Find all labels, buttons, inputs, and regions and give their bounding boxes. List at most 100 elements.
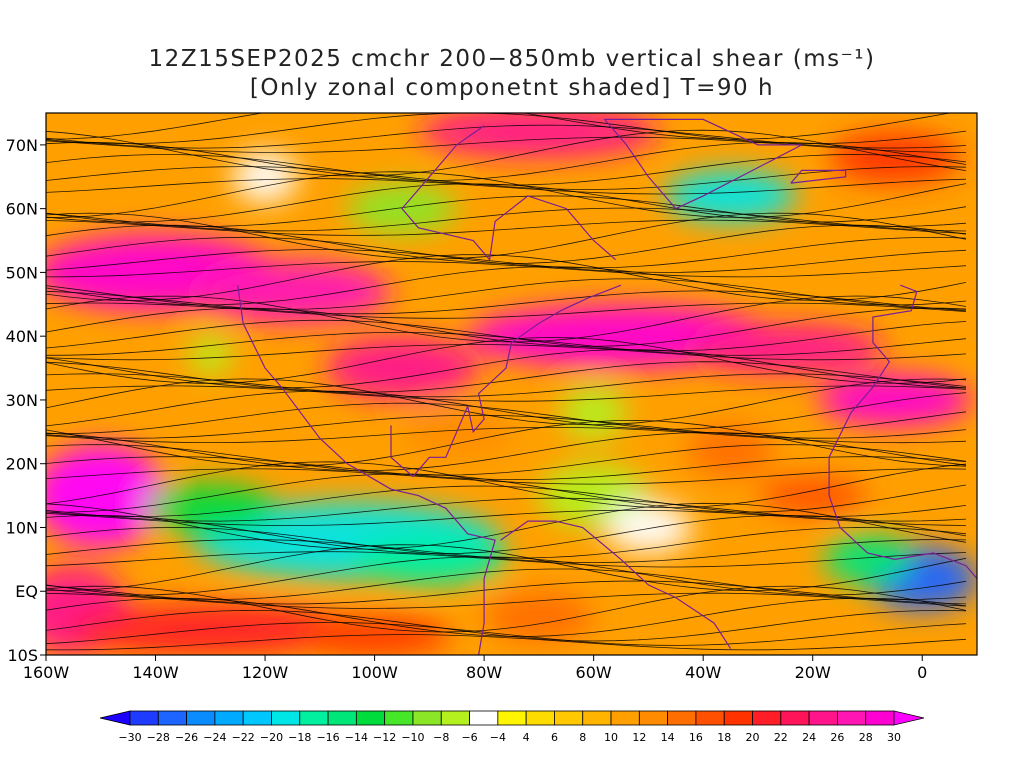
shading-patch [352,533,507,585]
shading-patch [823,533,912,585]
streamline [46,249,967,273]
streamline [46,414,967,439]
chart-title-line-1: 12Z15SEP2025 cmchr 200−850mb vertical sh… [148,46,876,72]
streamline [46,307,967,347]
streamline [46,378,967,426]
colorbar-label: 10 [604,731,618,744]
y-tick-label: 10S [7,646,38,665]
colorbar-label: −6 [461,731,477,744]
colorbar: −30 −28 −26 −24 −22 −20 −18 −16 −14 −12 −10 −8 −6 −4 4… [99,710,925,744]
streamline [46,113,967,145]
y-tick-label: 20N [6,455,38,474]
colorbar-label: −4 [490,731,506,744]
streamline [46,461,967,508]
streamline [46,113,953,140]
colorbar-box [525,710,555,726]
colorbar-box [808,710,838,726]
colorbar-box [752,710,782,726]
streamline [46,597,967,637]
streamline [46,592,967,609]
colorbar-box [667,710,697,726]
colorbar-box [610,710,640,726]
streamline [46,419,967,467]
colorbar-label: −10 [401,731,424,744]
streamline [46,219,967,236]
streamline [46,544,967,592]
colorbar-label: 8 [579,731,586,744]
streamline [46,212,967,260]
colorbar-label: −16 [316,731,339,744]
y-tick-label: 60N [6,200,38,219]
streamline [46,266,967,306]
plot-frame [45,112,978,656]
y-tick-label: 50N [6,263,38,282]
colorbar-label: −24 [203,731,226,744]
colorbar-label: 18 [717,731,731,744]
streamline [46,178,967,195]
streamline [46,261,967,278]
colorbar-label: −30 [118,731,141,744]
colorbar-box [638,710,669,726]
shading-patch [560,387,627,439]
colorbar-label: 30 [887,731,901,744]
streamline [46,295,967,343]
x-tick-label: 120W [242,663,289,682]
streamline [46,124,967,149]
colorbar-box [242,710,272,726]
colorbar-label: 16 [689,731,703,744]
chart-title-line-2: [Only zonal componetnt shaded] T=90 h [249,75,775,101]
colorbar-label: −18 [288,731,311,744]
colorbar-label: 24 [802,731,816,744]
shading-patch [818,374,972,426]
colorbar-label: −14 [345,731,368,744]
streamline [46,402,967,435]
coastlines [237,118,977,655]
colorbar-box [271,710,301,726]
plot-area [46,113,977,655]
colorbar-label: 14 [661,731,675,744]
y-tick-label: 70N [6,136,38,155]
colorbar-box [695,710,725,726]
streamline [46,556,967,596]
shading-patch [418,113,660,158]
coastline [500,520,732,649]
streamline [46,385,967,402]
colorbar-label: −26 [175,731,198,744]
coastline [401,125,616,262]
shading-patch [297,616,452,655]
colorbar-label: −8 [433,731,449,744]
y-tick-label: 10N [6,518,38,537]
colorbar-box [186,710,216,726]
streamline [46,337,967,384]
x-tick-label: 0 [917,663,927,682]
streamline [46,254,967,301]
colorbar-box [355,710,386,726]
shading-patch [686,425,775,477]
colorbar-label: −12 [373,731,396,744]
colorbar-box [780,710,810,726]
colorbar-box [214,710,244,726]
shading-patch [67,603,353,655]
colorbar-label: 22 [774,731,788,744]
colorbar-box [412,710,442,726]
colorbar-box [384,710,414,726]
shading-patch [484,591,594,643]
colorbar-max-arrow [893,710,925,726]
coastline [790,169,847,184]
colorbar-box [865,710,895,726]
colorbar-box [157,710,187,726]
colorbar-label: 20 [746,731,760,744]
streamline [46,468,967,485]
colorbar-box [837,710,867,726]
colorbar-box [582,710,612,726]
shading-patch [325,336,479,400]
streamline [46,539,967,563]
y-tick-label: 30N [6,391,38,410]
plot-background [46,113,977,655]
coastline [603,118,803,210]
x-tick-label: 20W [795,663,831,682]
colorbar-box [440,710,470,726]
x-tick-label: 60W [576,663,612,682]
streamline [46,622,967,646]
